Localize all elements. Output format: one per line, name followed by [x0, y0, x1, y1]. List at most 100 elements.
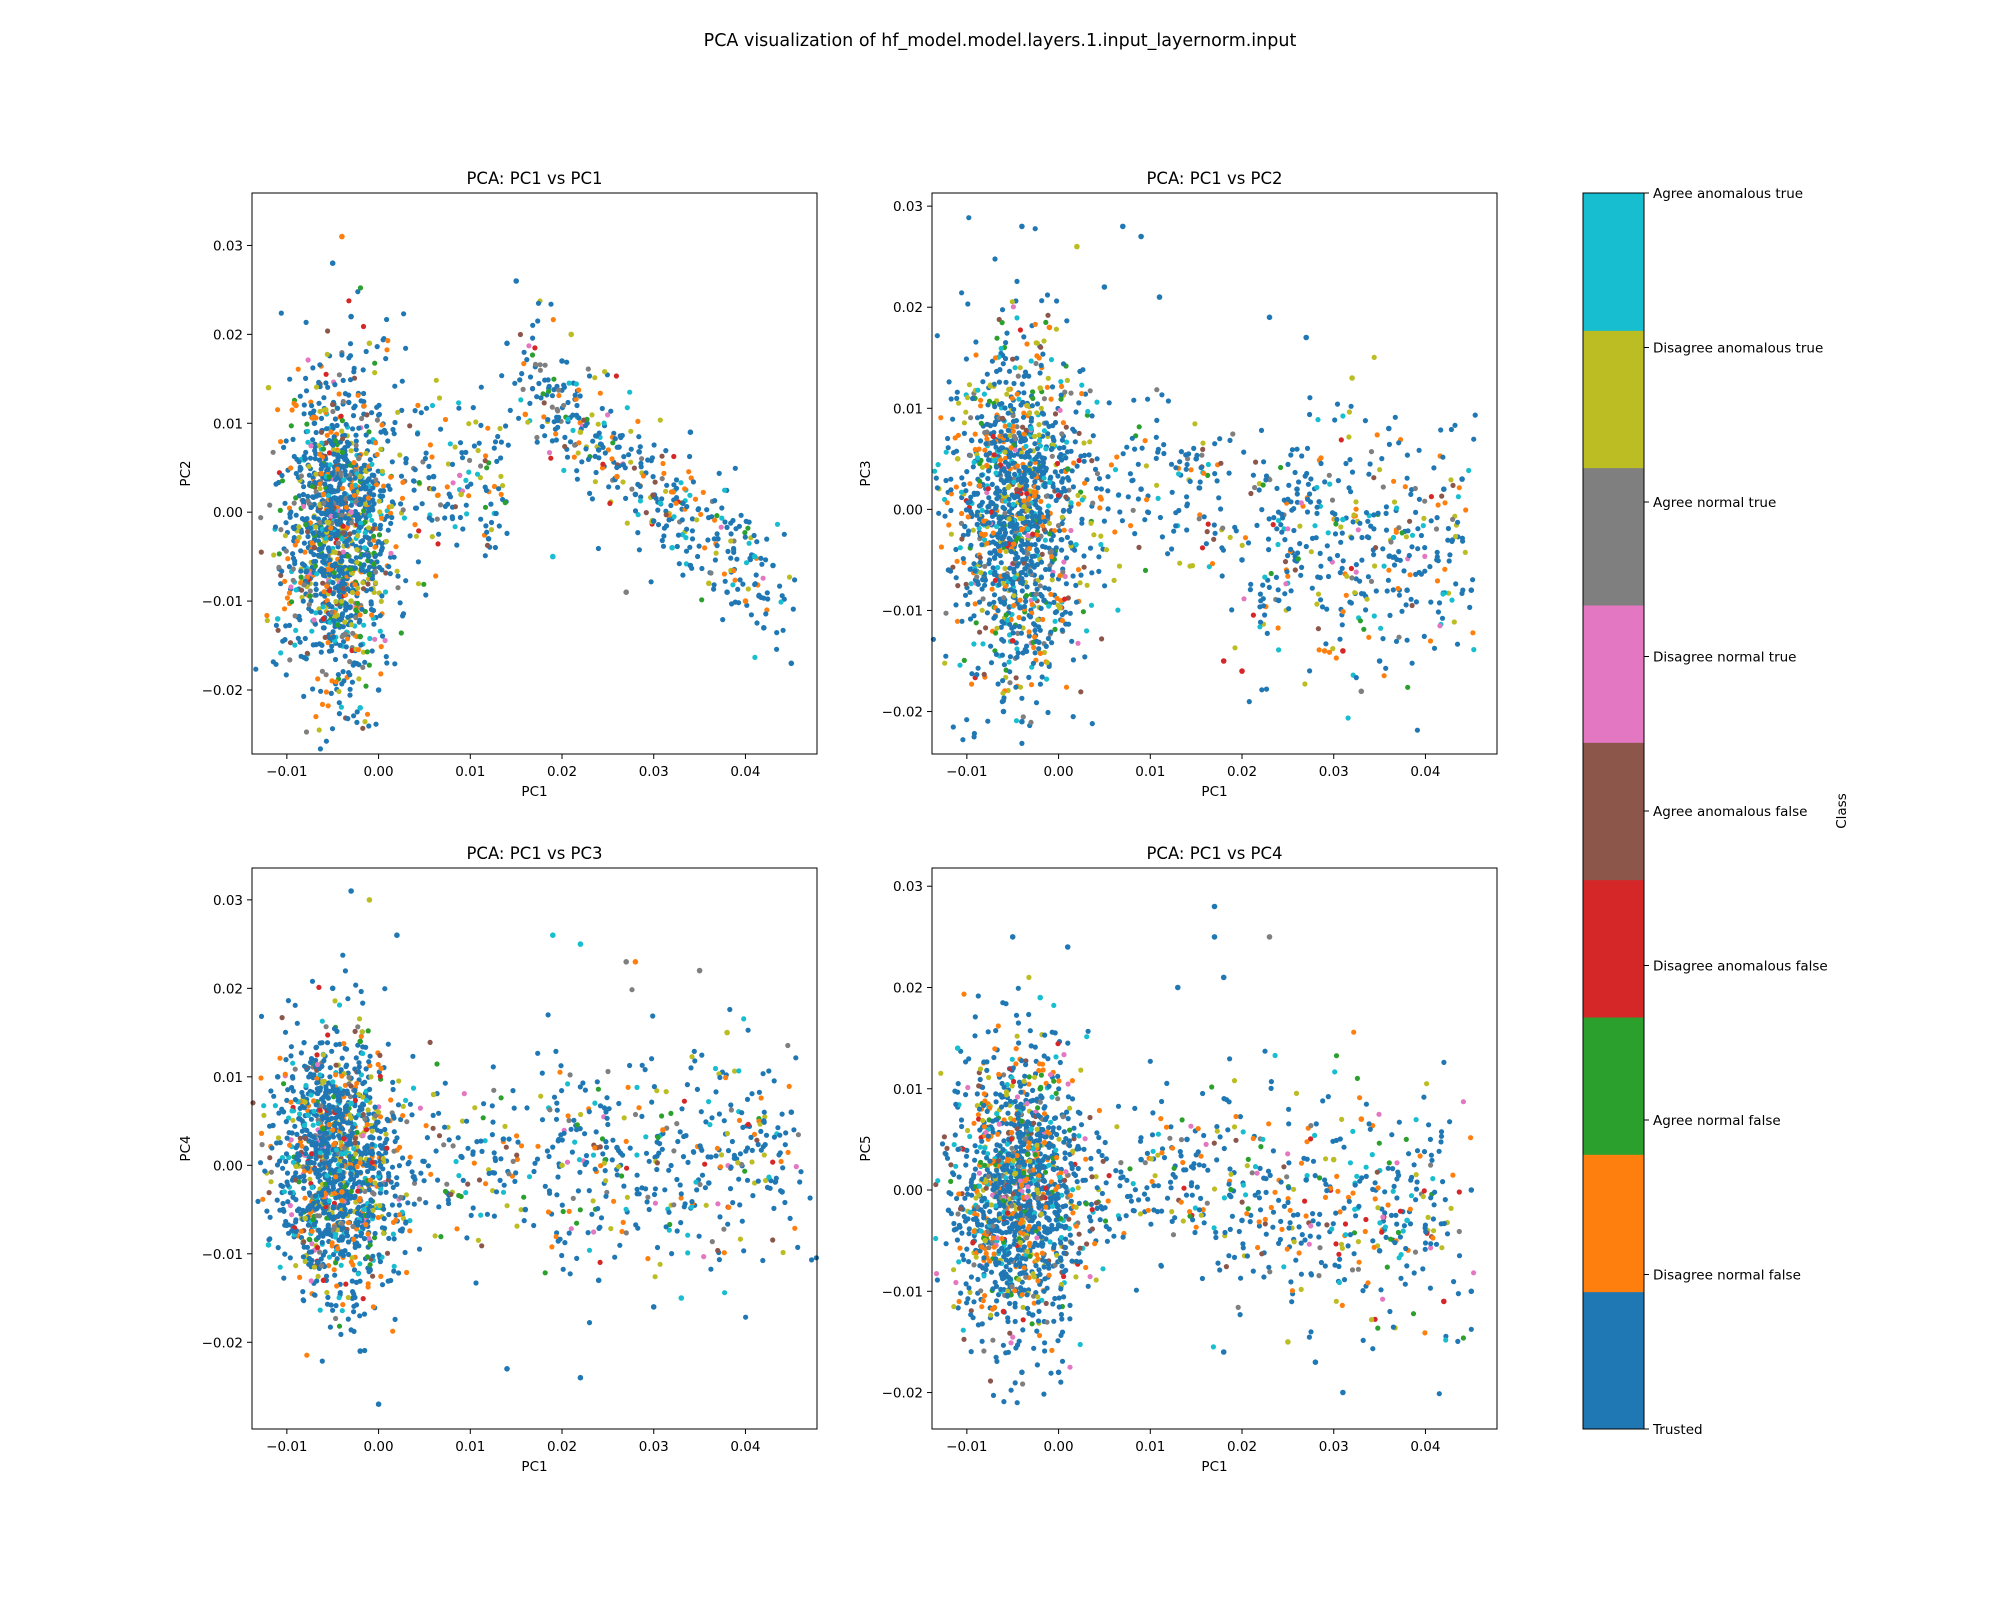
scatter-point [1363, 607, 1369, 613]
scatter-point [302, 549, 308, 555]
scatter-point [347, 659, 353, 665]
scatter-point [1068, 540, 1074, 546]
scatter-point [305, 428, 311, 434]
scatter-point [986, 503, 992, 509]
scatter-point [1154, 482, 1160, 488]
scatter-point [407, 423, 413, 429]
scatter-point [1032, 596, 1038, 602]
scatter-point [1226, 470, 1232, 476]
scatter-point [428, 1171, 434, 1177]
scatter-point [340, 586, 346, 592]
scatter-point [680, 500, 686, 506]
y-tick-label: −0.02 [202, 683, 243, 699]
scatter-point [763, 1177, 769, 1184]
scatter-point [1016, 623, 1023, 630]
scatter-point [372, 636, 378, 642]
scatter-point [933, 475, 939, 481]
scatter-point [1350, 519, 1356, 525]
scatter-point [661, 525, 668, 531]
scatter-point [279, 478, 286, 484]
scatter-point [503, 423, 509, 429]
scatter-point [795, 1244, 801, 1250]
scatter-point [1307, 668, 1313, 674]
scatter-point [367, 564, 373, 570]
scatter-point [476, 440, 482, 446]
scatter-point [1413, 599, 1419, 605]
scatter-point [318, 649, 324, 655]
scatter-point [400, 611, 407, 617]
scatter-point [558, 1132, 564, 1138]
scatter-point [442, 1124, 448, 1130]
scatter-point [352, 475, 358, 481]
scatter-point [1098, 533, 1104, 539]
scatter-point [319, 545, 325, 552]
scatter-point [998, 477, 1004, 483]
scatter-point [354, 709, 360, 715]
scatter-point [627, 1062, 633, 1069]
scatter-point [466, 469, 472, 475]
scatter-point [1002, 498, 1008, 504]
scatter-point [465, 1145, 471, 1151]
scatter-point [1094, 456, 1100, 462]
scatter-point [1142, 517, 1148, 523]
scatter-point [645, 457, 651, 463]
scatter-point [1028, 558, 1034, 564]
scatter-point [1333, 521, 1339, 527]
scatter-point [1038, 362, 1044, 368]
scatter-point [343, 463, 349, 469]
scatter-point [452, 504, 458, 510]
scatter-point [982, 563, 988, 569]
scatter-point [336, 700, 342, 706]
scatter-point [1261, 459, 1267, 465]
scatter-point [345, 553, 351, 559]
scatter-point [1294, 491, 1300, 497]
scatter-point [656, 1150, 662, 1156]
scatter-point [1435, 609, 1441, 615]
scatter-point [636, 547, 643, 553]
scatter-point [1029, 509, 1035, 515]
scatter-point [1045, 375, 1051, 381]
scatter-point [371, 537, 377, 543]
scatter-point [435, 541, 441, 547]
scatter-point [1299, 564, 1305, 571]
scatter-point [466, 493, 472, 499]
scatter-point [1348, 403, 1354, 409]
scatter-point [628, 428, 634, 434]
scatter-point [275, 407, 281, 413]
scatter-point [744, 1096, 751, 1102]
scatter-cloud [253, 285, 798, 752]
scatter-point [1275, 541, 1281, 548]
scatter-point [1105, 474, 1111, 480]
scatter-point [1011, 452, 1017, 458]
scatter-point [547, 1107, 553, 1113]
scatter-point [725, 548, 731, 555]
scatter-point [712, 1065, 719, 1072]
scatter-point [1129, 478, 1135, 484]
scatter-point [1324, 543, 1330, 549]
scatter-point [270, 449, 276, 455]
scatter-point [643, 1134, 649, 1140]
scatter-point [689, 1199, 695, 1205]
scatter-point [1082, 654, 1088, 660]
scatter-point [545, 417, 551, 423]
scatter-point [346, 298, 352, 304]
scatter-point [356, 1064, 362, 1070]
scatter-point [1422, 568, 1428, 574]
scatter-point [1028, 682, 1035, 688]
scatter-point [699, 597, 705, 603]
scatter-point [1205, 472, 1211, 478]
scatter-point [761, 1109, 767, 1115]
scatter-point [975, 665, 981, 671]
scatter-point [1381, 563, 1387, 569]
scatter-point [1338, 437, 1344, 443]
scatter-point [595, 1206, 601, 1212]
scatter-point [335, 583, 341, 589]
scatter-point [1016, 468, 1022, 474]
scatter-point [992, 256, 998, 262]
scatter-point [277, 1055, 283, 1061]
scatter-point [1288, 452, 1294, 458]
scatter-point [535, 1143, 541, 1149]
scatter-point [1348, 565, 1354, 572]
scatter-point [1268, 570, 1274, 577]
scatter-point [287, 514, 293, 520]
